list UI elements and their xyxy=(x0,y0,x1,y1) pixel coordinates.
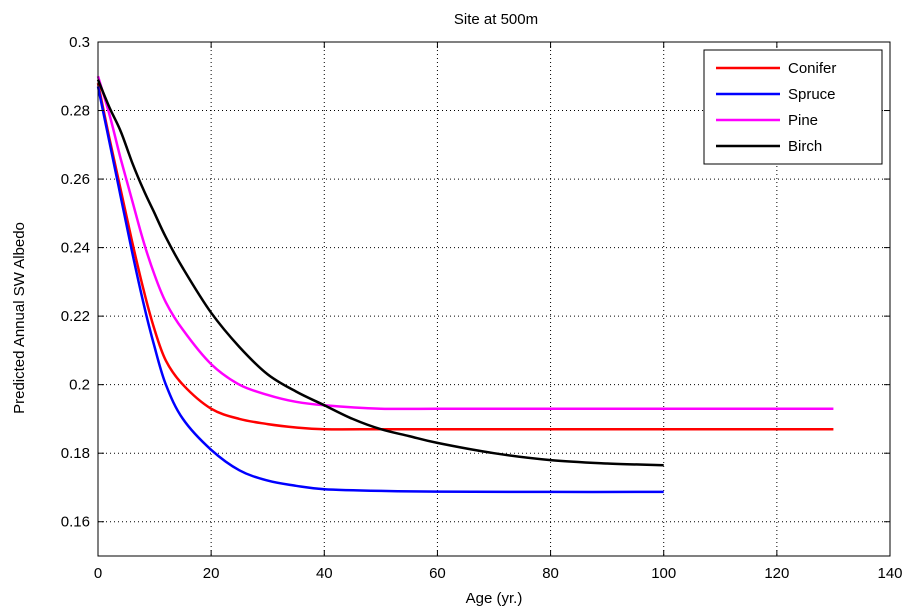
x-tick-label: 60 xyxy=(429,565,446,582)
x-tick-label: 140 xyxy=(877,565,902,582)
series-line-birch xyxy=(96,79,664,467)
x-tick-label: 20 xyxy=(203,565,220,582)
axes-box xyxy=(97,41,891,557)
y-tick-label: 0.16 xyxy=(61,514,90,531)
x-tick-label: 80 xyxy=(542,565,559,582)
series-line-conifer xyxy=(96,82,834,431)
x-axis-label: Age (yr.) xyxy=(466,590,523,607)
x-tick-label: 120 xyxy=(764,565,789,582)
chart-title: Site at 500m xyxy=(454,11,538,28)
x-tick-label: 40 xyxy=(316,565,333,582)
axis-ticks: 0 20 40 60 80 100 120 140 0.16 0.18 0.2 0.22 0.24 0.2… xyxy=(61,34,903,582)
legend-label-conifer: Conifer xyxy=(788,60,836,77)
y-tick-label: 0.18 xyxy=(61,445,90,462)
legend: Conifer Spruce Pine Birch xyxy=(703,49,883,165)
series-line-spruce xyxy=(96,86,664,494)
plot-series xyxy=(96,75,834,494)
series-line-pine xyxy=(96,75,834,411)
y-axis-label: Predicted Annual SW Albedo xyxy=(11,222,28,414)
legend-label-spruce: Spruce xyxy=(788,86,836,103)
legend-label-birch: Birch xyxy=(788,138,822,155)
x-tick-label: 100 xyxy=(651,565,676,582)
y-tick-label: 0.22 xyxy=(61,308,90,325)
legend-label-pine: Pine xyxy=(788,112,818,129)
x-tick-label: 0 xyxy=(94,565,102,582)
y-tick-label: 0.2 xyxy=(69,377,90,394)
y-tick-label: 0.24 xyxy=(61,240,90,257)
y-tick-label: 0.28 xyxy=(61,103,90,120)
y-tick-label: 0.26 xyxy=(61,171,90,188)
y-tick-label: 0.3 xyxy=(69,34,90,51)
